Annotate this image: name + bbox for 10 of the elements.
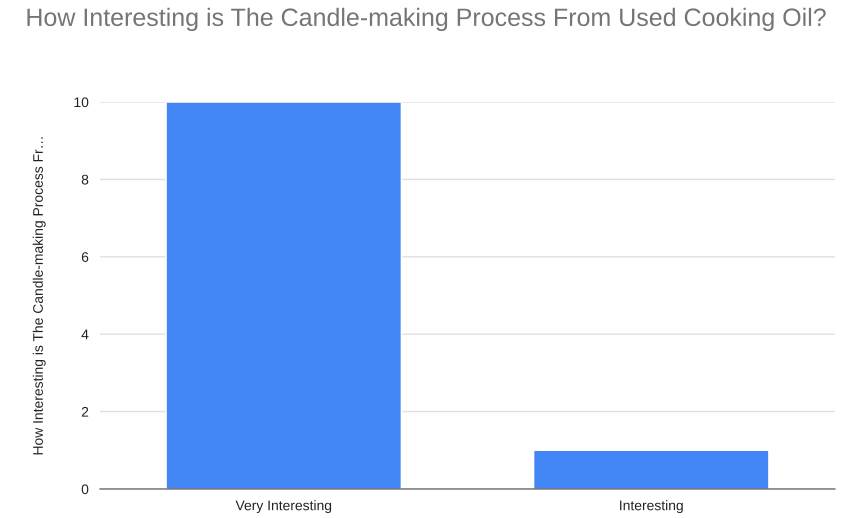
x-tick-label: Very Interesting [236,500,332,514]
y-tick-label: 10 [74,97,88,108]
y-tick-label: 6 [82,252,88,262]
chart-title: How Interesting is The Candle-making Process From Used Cooking Oil? [27,8,826,32]
y-tick-label: 0 [82,484,88,494]
y-axis-title: How Interesting is The Candle-making Process Fr… [32,137,46,454]
x-tick-label: Interesting [620,500,683,514]
y-tick-label: 8 [82,174,88,185]
y-tick-label: 2 [82,406,88,417]
y-tick-label: 4 [81,330,88,340]
